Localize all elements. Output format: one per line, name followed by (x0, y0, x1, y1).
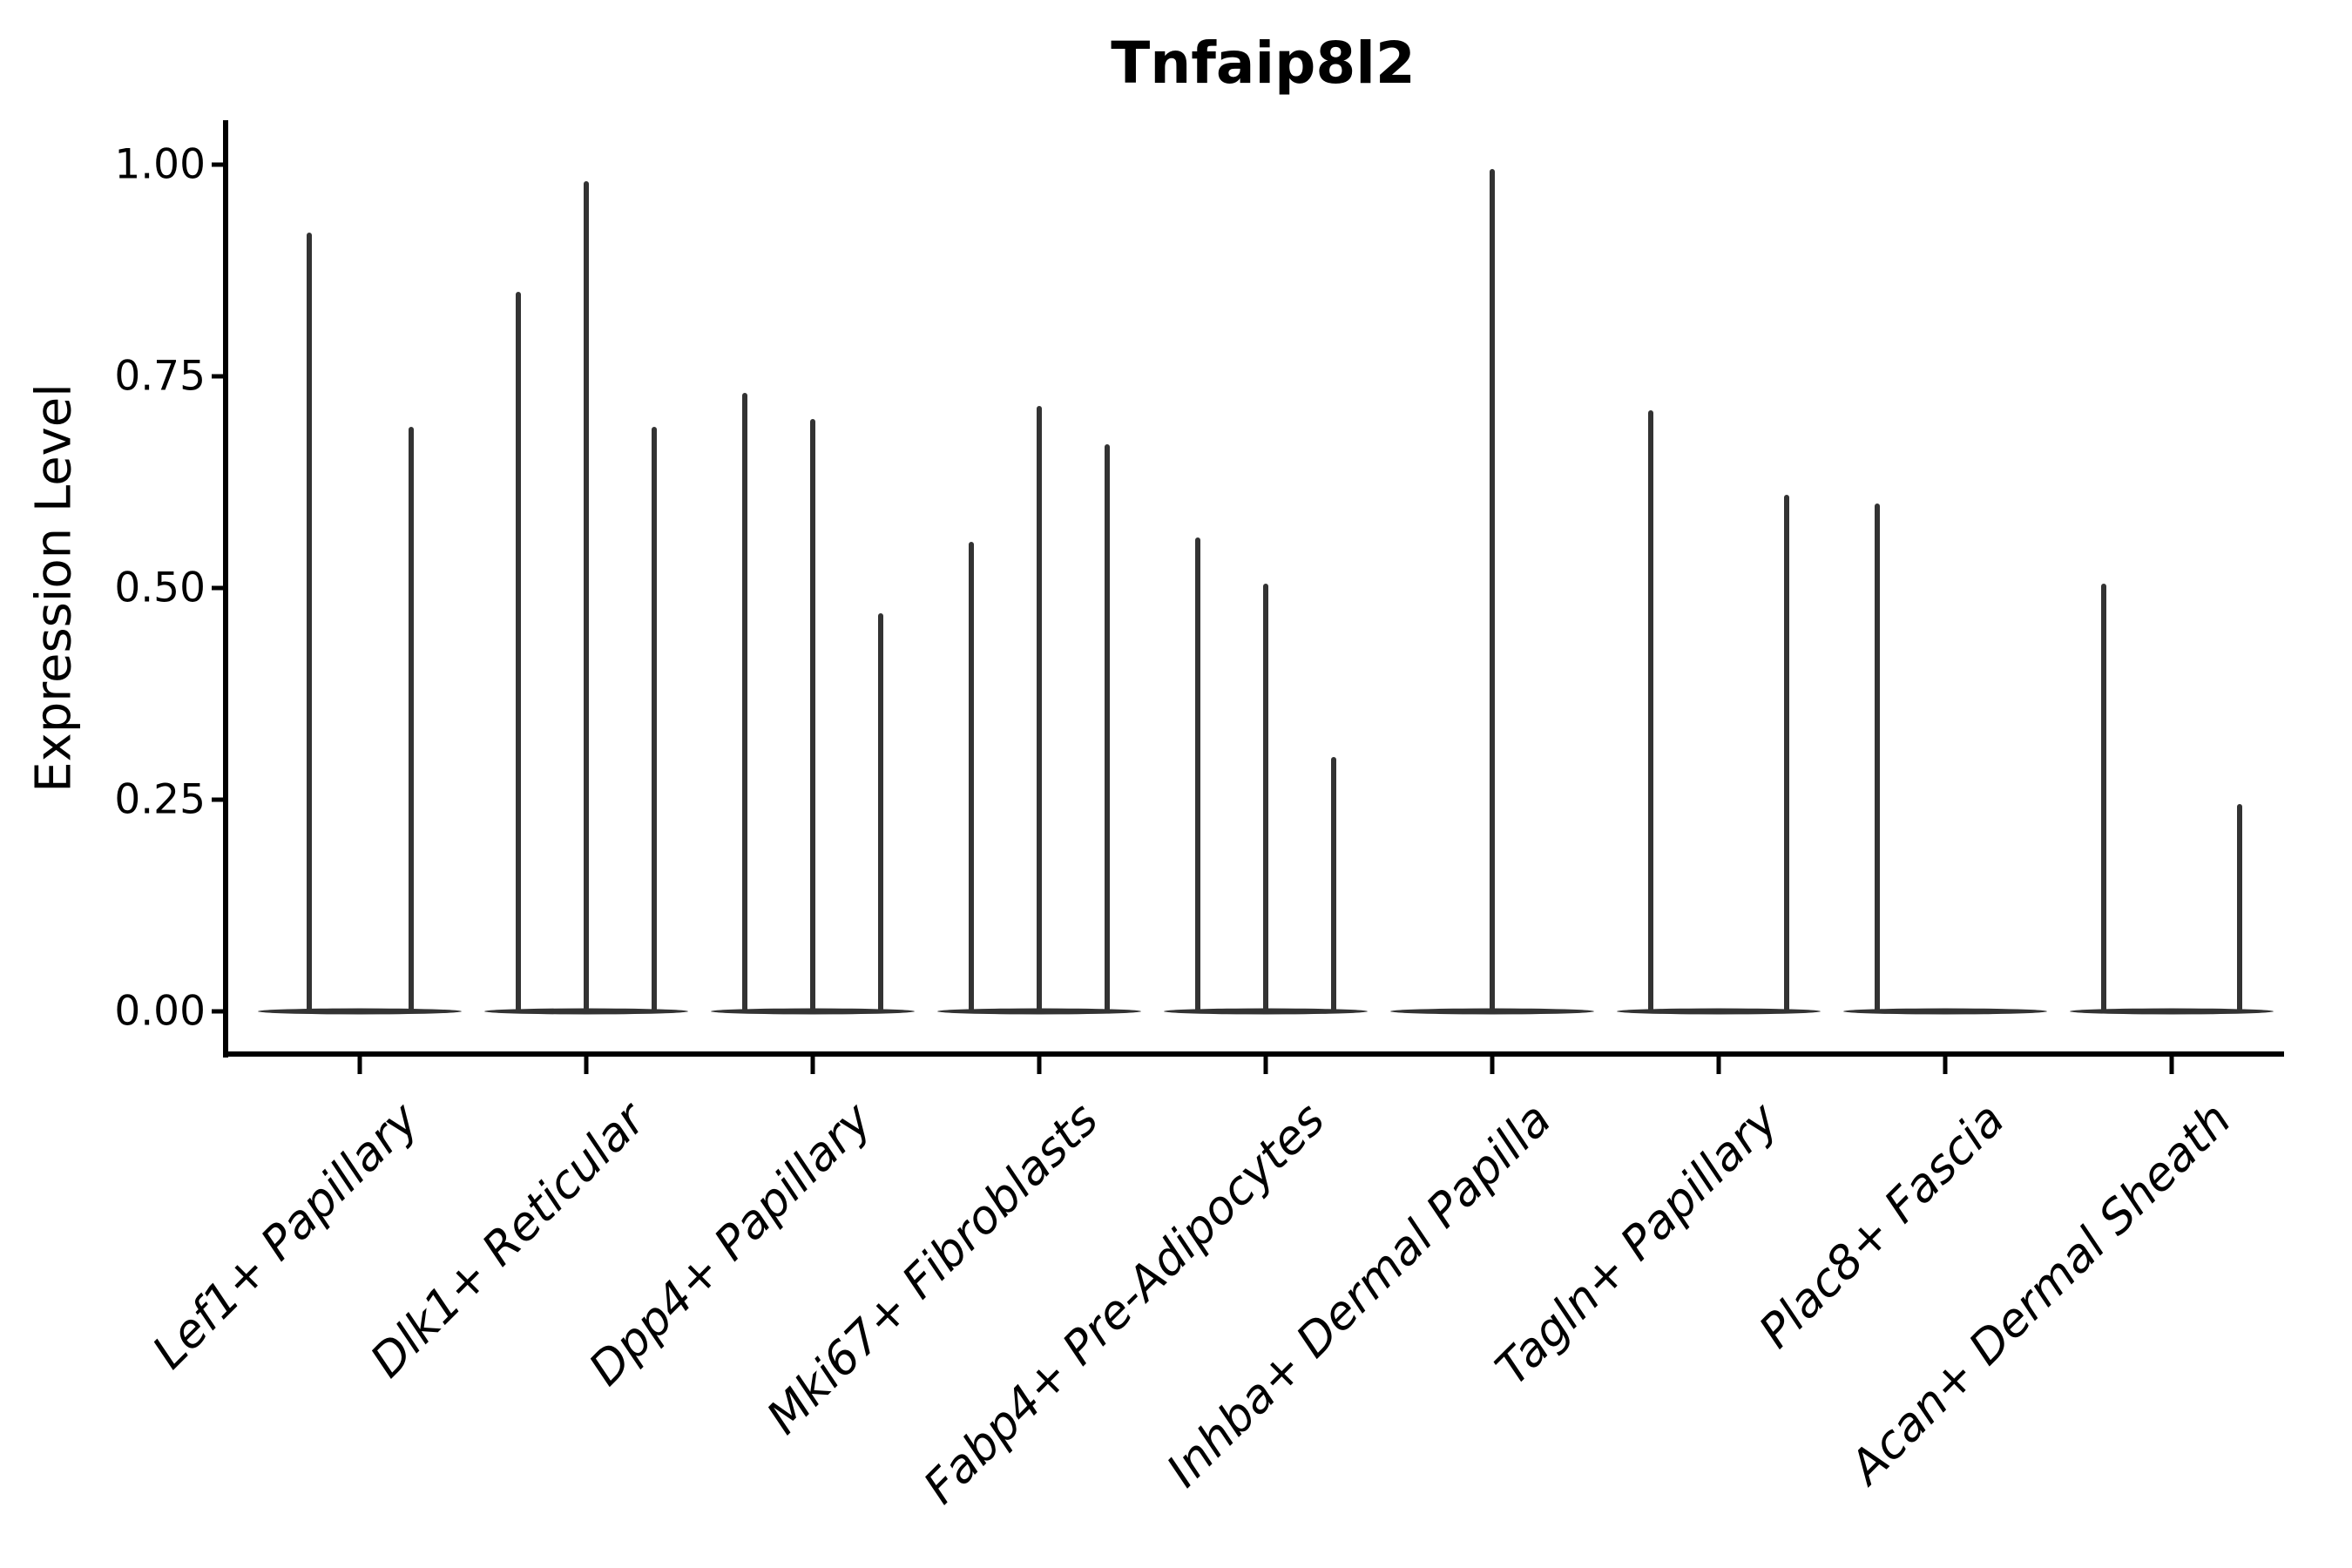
y-tick (212, 585, 226, 591)
x-tick (584, 1057, 589, 1074)
violin-baseline (1617, 1008, 1821, 1015)
y-tick-label: 0.50 (114, 564, 206, 612)
x-tick-label: Acan+ Dermal Sheath (1840, 1092, 2241, 1495)
violin-spike (652, 427, 657, 1013)
violin-baseline (2070, 1008, 2274, 1015)
x-tick (1943, 1057, 1948, 1074)
x-tick (810, 1057, 815, 1074)
violin-spike (1648, 409, 1653, 1013)
violin-spike (878, 613, 883, 1013)
y-tick (212, 162, 226, 167)
violin-spike (2237, 803, 2242, 1013)
violin-spike (1195, 537, 1200, 1013)
x-tick (1037, 1057, 1042, 1074)
y-axis-spine (223, 120, 228, 1058)
violin-spike (1875, 503, 1880, 1013)
x-tick-label: Plac8+ Fascia (1748, 1092, 2015, 1359)
x-tick (2169, 1057, 2174, 1074)
y-tick (212, 374, 226, 379)
x-tick-label: Inhba+ Dermal Papilla (1157, 1092, 1562, 1498)
violin-spike (306, 232, 312, 1013)
x-axis-spine (223, 1051, 2284, 1057)
violin-spike (810, 418, 815, 1013)
violin-baseline (258, 1008, 462, 1015)
y-tick (212, 797, 226, 802)
x-tick-label: Fabp4+ Pre-Adipocytes (914, 1092, 1335, 1515)
x-tick (1490, 1057, 1495, 1074)
violin-spike (1263, 584, 1268, 1013)
violin-spike (408, 427, 414, 1013)
violin-spike (1331, 757, 1336, 1013)
x-tick (1716, 1057, 1721, 1074)
violin-spike (584, 181, 589, 1013)
x-tick (1263, 1057, 1268, 1074)
y-tick-label: 1.00 (114, 140, 206, 189)
violin-baseline (1843, 1008, 2047, 1015)
plot-title: Tnfaip8l2 (1111, 30, 1416, 97)
y-tick-label: 0.75 (114, 352, 206, 401)
x-tick (357, 1057, 362, 1074)
violin-spike (969, 541, 974, 1013)
violin-spike (1490, 168, 1495, 1013)
violin-spike (1105, 443, 1110, 1013)
y-tick-label: 0.00 (114, 987, 206, 1036)
violin-spike (516, 291, 521, 1013)
violin-spike (1037, 406, 1042, 1013)
violin-spike (2101, 584, 2106, 1013)
violin-spike (742, 393, 747, 1013)
y-tick-label: 0.25 (114, 775, 206, 824)
y-tick (212, 1009, 226, 1014)
violin-spike (1784, 495, 1789, 1013)
